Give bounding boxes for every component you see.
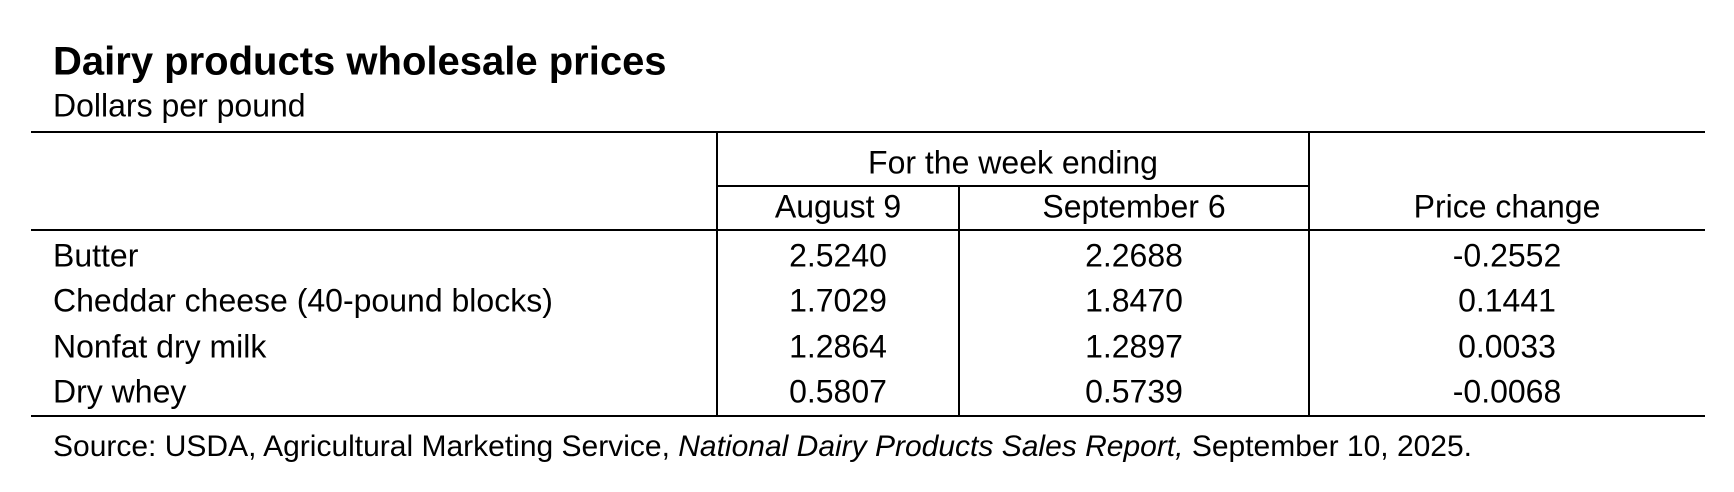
column-header: August 9 [775,188,901,224]
table-cell: 0.0033 [1458,328,1556,364]
row-label: Cheddar cheese (40-pound blocks) [53,282,553,318]
table-cell: -0.0068 [1453,373,1562,409]
source-text: Source: USDA, Agricultural Marketing Ser… [53,430,678,463]
column-header: Price change [1414,188,1601,224]
table-cell: 1.7029 [789,282,887,318]
source-note: Source: USDA, Agricultural Marketing Ser… [53,430,1472,463]
table-cell: 0.5807 [789,373,887,409]
table-cell: 2.5240 [789,237,887,273]
table-cell: 2.2688 [1085,237,1183,273]
row-label: Dry whey [53,373,186,409]
subtitle: Dollars per pound [53,87,306,123]
source-text: September 10, 2025. [1183,430,1472,463]
table-cell: 1.2864 [789,328,887,364]
column-header: September 6 [1042,188,1225,224]
table-cell: 1.8470 [1085,282,1183,318]
group-header: For the week ending [868,144,1158,180]
table-cell: 1.2897 [1085,328,1183,364]
source-title: National Dairy Products Sales Report, [678,430,1183,463]
table-cell: 0.5739 [1085,373,1183,409]
table-cell: -0.2552 [1453,237,1562,273]
row-label: Butter [53,237,139,273]
table-cell: 0.1441 [1458,282,1556,318]
title: Dairy products wholesale prices [53,40,667,84]
row-label: Nonfat dry milk [53,328,267,364]
